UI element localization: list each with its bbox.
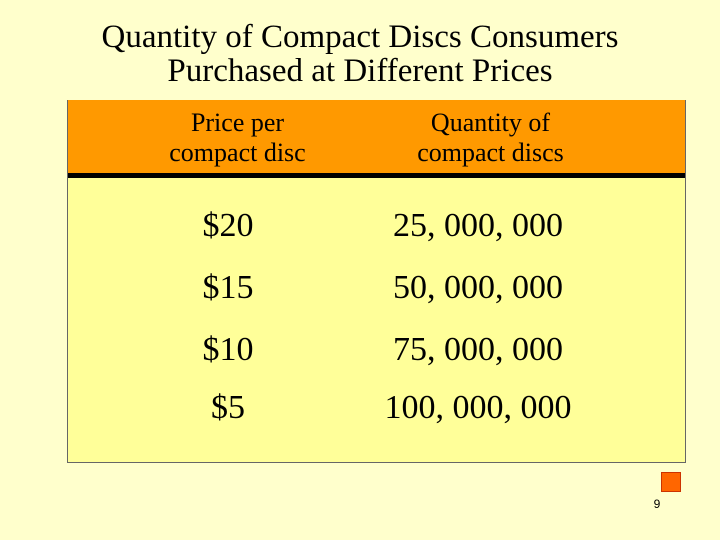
price-cell: $5: [211, 389, 245, 426]
quantity-cell: 100, 000, 000: [384, 389, 572, 426]
table-row: $5 100, 000, 000: [68, 388, 685, 448]
table-row: $10 75, 000, 000: [68, 330, 685, 390]
price-quantity-table: Price per compact disc Quantity of compa…: [67, 100, 686, 463]
header-quantity: Quantity of compact discs: [383, 108, 598, 168]
title-line-1: Quantity of Compact Discs Consumers: [101, 19, 619, 55]
header-price-line-2: compact disc: [169, 138, 306, 167]
table-header: Price per compact disc Quantity of compa…: [68, 100, 685, 178]
table-row: $15 50, 000, 000: [68, 268, 685, 328]
page-number: 9: [653, 497, 661, 511]
header-price-line-1: Price per: [190, 108, 285, 137]
price-cell: $20: [202, 207, 254, 244]
table-row: $20 25, 000, 000: [68, 206, 685, 266]
quantity-cell: 50, 000, 000: [393, 269, 563, 306]
orange-square-decoration: [661, 472, 681, 492]
price-cell: $15: [202, 269, 254, 306]
quantity-cell: 25, 000, 000: [393, 207, 563, 244]
header-quantity-line-2: compact discs: [417, 138, 564, 167]
header-quantity-line-1: Quantity of: [430, 108, 551, 137]
quantity-cell: 75, 000, 000: [393, 331, 563, 368]
title-line-2: Purchased at Different Prices: [167, 53, 553, 89]
header-price: Price per compact disc: [130, 108, 345, 168]
slide-title: Quantity of Compact Discs Consumers Purc…: [0, 20, 720, 88]
price-cell: $10: [202, 331, 254, 368]
